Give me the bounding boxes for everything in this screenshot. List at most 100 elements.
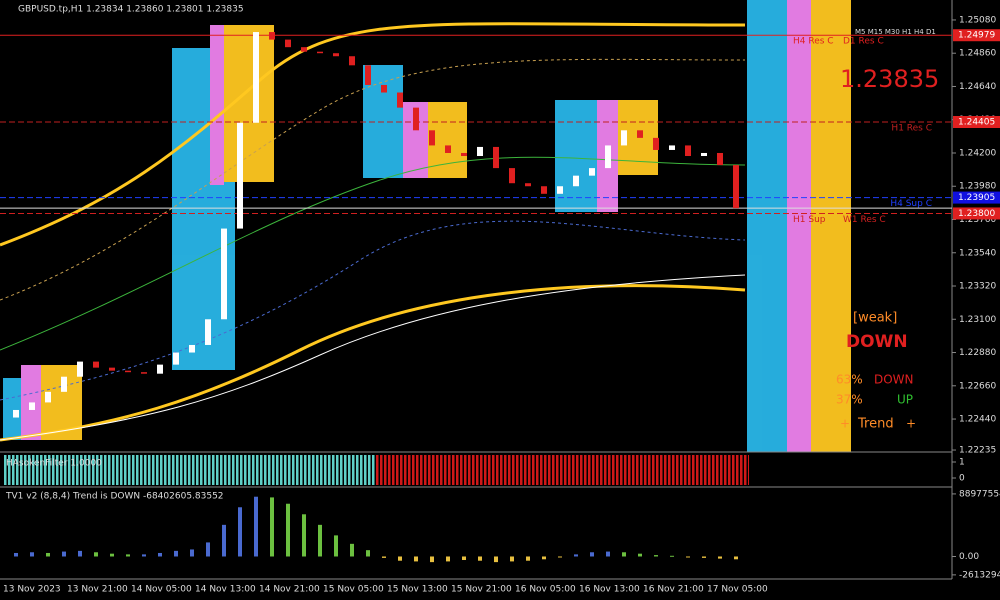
osc-bar — [446, 556, 450, 562]
trend-sign: + — [840, 417, 850, 431]
osc-bar — [542, 556, 546, 560]
candle-body — [685, 145, 691, 157]
osc-bar — [510, 556, 514, 562]
y-tick-label: 1.22235 — [959, 446, 996, 456]
osc-bar — [158, 552, 162, 557]
candle-body — [301, 47, 307, 52]
osc-bar — [126, 554, 130, 557]
zones — [3, 0, 851, 452]
price-label: 1.23905 — [958, 193, 995, 203]
candle-body — [141, 372, 147, 374]
y-tick-label: -26132945 — [959, 570, 1000, 580]
y-tick-label: 1.23320 — [959, 282, 996, 292]
osc-bar — [382, 556, 386, 558]
candle-body — [333, 53, 339, 57]
osc-bar — [14, 552, 18, 557]
candle-body — [29, 402, 35, 410]
x-tick-label: 15 Nov 21:00 — [451, 585, 512, 595]
y-tick-label: 1.24640 — [959, 82, 996, 92]
candle-body — [13, 409, 19, 418]
candle-body — [349, 56, 355, 66]
level-label: H4 Res C — [793, 37, 834, 47]
candle-body — [45, 391, 51, 403]
y-tick-label: 0 — [959, 474, 965, 484]
price-label: 1.24979 — [958, 31, 995, 41]
osc-bar — [286, 503, 290, 557]
x-tick-label: 14 Nov 21:00 — [259, 585, 320, 595]
y-tick-label: 1.23100 — [959, 315, 996, 325]
osc-bar — [398, 556, 402, 561]
y-tick-label: 1.22880 — [959, 348, 996, 358]
candle-body — [717, 152, 723, 166]
y-tick-label: 1.25080 — [959, 15, 996, 25]
strength: [weak] — [853, 311, 897, 326]
x-tick-label: 15 Nov 05:00 — [323, 585, 384, 595]
osc-bar — [222, 524, 226, 557]
x-tick-label: 16 Nov 21:00 — [643, 585, 704, 595]
candle-body — [365, 65, 371, 85]
candle-body — [285, 39, 291, 48]
candle-body — [637, 130, 643, 138]
candle-body — [397, 92, 403, 108]
candle-body — [93, 361, 99, 368]
osc-bar — [702, 556, 706, 558]
osc-bar — [526, 556, 530, 561]
candle-body — [589, 168, 595, 176]
up-label: UP — [897, 393, 913, 407]
osc-bar — [46, 552, 50, 557]
signal: DOWN — [846, 332, 908, 352]
candle-body — [621, 130, 627, 146]
osc-title: TV1 v2 (8,8,4) Trend is DOWN -68402605.8… — [5, 492, 224, 502]
x-tick-label: 14 Nov 05:00 — [131, 585, 192, 595]
price-label-bg — [953, 115, 1000, 128]
candle-body — [173, 352, 179, 365]
osc-bar — [366, 550, 370, 557]
trend-label: Trend — [857, 417, 894, 432]
candle-body — [557, 186, 563, 194]
osc-bar — [78, 550, 82, 557]
level-label: W1 Res C — [843, 215, 886, 225]
candle-body — [157, 364, 163, 374]
y-tick-label: 1.24860 — [959, 49, 996, 59]
candle-body — [189, 344, 195, 353]
osc-bar — [110, 553, 114, 557]
filter-up — [3, 455, 376, 485]
y-tick-label: 88977554 — [959, 489, 1000, 499]
candle-body — [605, 145, 611, 169]
filter-down — [376, 455, 749, 485]
info-price: 1.23835 — [840, 65, 939, 93]
osc-bar — [462, 556, 466, 561]
x-tick-label: 15 Nov 13:00 — [387, 585, 448, 595]
candle-body — [733, 165, 739, 209]
osc-bar — [558, 556, 562, 558]
osc-bar — [622, 552, 626, 557]
osc-bar — [302, 514, 306, 557]
osc-bar — [174, 550, 178, 557]
candle-body — [493, 146, 499, 169]
osc-bar — [350, 543, 354, 557]
timeframes: M5 M15 M30 H1 H4 D1 — [855, 28, 936, 36]
candle-body — [77, 361, 83, 377]
symbol-line: GBPUSD.tp,H1 1.23834 1.23860 1.23801 1.2… — [18, 5, 244, 15]
x-tick-label: 16 Nov 13:00 — [579, 585, 640, 595]
osc-bar — [190, 549, 194, 557]
y-tick-label: 1.23540 — [959, 248, 996, 258]
candle-body — [61, 376, 67, 392]
x-tick-label: 13 Nov 21:00 — [67, 585, 128, 595]
y-tick-label: 1.22440 — [959, 415, 996, 425]
candle-body — [669, 145, 675, 150]
down-pct: 63% — [836, 373, 863, 387]
osc-bar — [142, 554, 146, 557]
osc-bar — [734, 556, 738, 560]
candle-body — [109, 367, 115, 371]
level-label: H4 Sup C — [890, 199, 932, 209]
candle-body — [573, 175, 579, 187]
osc-bar — [254, 496, 258, 557]
osc-bar — [270, 497, 274, 557]
price-label-bg — [953, 191, 1000, 204]
osc-bar — [654, 555, 658, 557]
candle-body — [253, 32, 259, 123]
osc-bar — [638, 553, 642, 557]
osc-bar — [62, 551, 66, 557]
